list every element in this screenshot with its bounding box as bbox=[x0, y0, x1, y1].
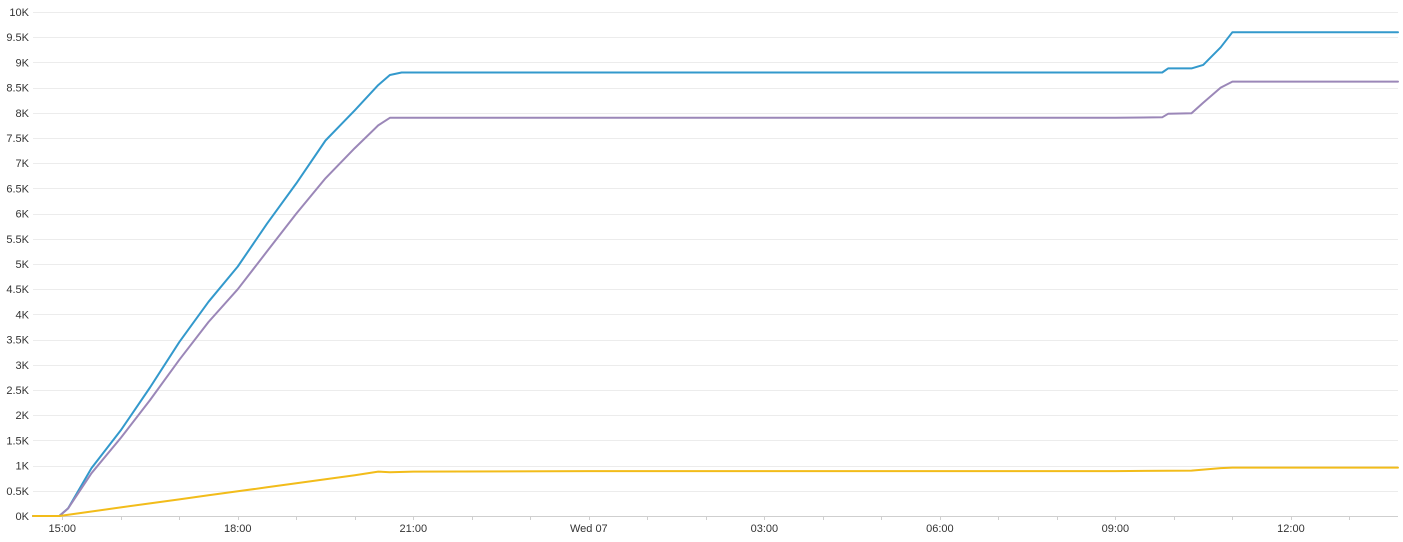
series-line-3 bbox=[32, 466, 1399, 517]
y-tick-label: 3.5K bbox=[6, 335, 29, 347]
y-axis-ticks: 0K 0.5K 1K 1.5K 2K 2.5K 3K 3.5K 4K 4.5K 5K 5.5K 6K 6.… bbox=[6, 7, 29, 523]
y-tick-label: 8K bbox=[16, 108, 30, 120]
y-tick-label: 1.5K bbox=[6, 435, 29, 447]
y-tick-label: 6.5K bbox=[6, 183, 29, 195]
y-tick-label: 6K bbox=[16, 209, 30, 221]
y-tick-label: 1K bbox=[16, 461, 30, 473]
y-tick-label: 4K bbox=[16, 309, 30, 321]
y-tick-label: 0.5K bbox=[6, 486, 29, 498]
y-tick-label: 4.5K bbox=[6, 284, 29, 296]
x-tick-label: 06:00 bbox=[926, 523, 954, 535]
y-tick-label: 2.5K bbox=[6, 385, 29, 397]
x-tick-label: 09:00 bbox=[1102, 523, 1130, 535]
series-line-2 bbox=[32, 80, 1399, 517]
y-tick-label: 7K bbox=[16, 158, 30, 170]
x-tick-label: 12:00 bbox=[1277, 523, 1305, 535]
grid bbox=[33, 12, 1398, 492]
series-line-1 bbox=[32, 31, 1399, 517]
y-tick-label: 2K bbox=[16, 410, 30, 422]
series-lines bbox=[32, 31, 1399, 517]
x-tick-label: 03:00 bbox=[751, 523, 779, 535]
y-tick-label: 5K bbox=[16, 259, 30, 271]
x-tick-label: 15:00 bbox=[48, 523, 76, 535]
y-tick-label: 10K bbox=[9, 7, 29, 19]
x-tick-label: 21:00 bbox=[400, 523, 428, 535]
y-tick-label: 3K bbox=[16, 360, 30, 372]
y-tick-label: 8.5K bbox=[6, 83, 29, 95]
x-axis: 15:00 18:00 21:00 Wed 07 03:00 06:00 09:00 12:0… bbox=[33, 516, 1398, 535]
y-tick-label: 7.5K bbox=[6, 133, 29, 145]
y-tick-label: 9K bbox=[16, 57, 30, 69]
x-tick-label: 18:00 bbox=[224, 523, 252, 535]
y-tick-label: 0K bbox=[16, 511, 30, 523]
y-tick-label: 5.5K bbox=[6, 234, 29, 246]
y-tick-label: 9.5K bbox=[6, 32, 29, 44]
x-tick-label: Wed 07 bbox=[570, 523, 608, 535]
